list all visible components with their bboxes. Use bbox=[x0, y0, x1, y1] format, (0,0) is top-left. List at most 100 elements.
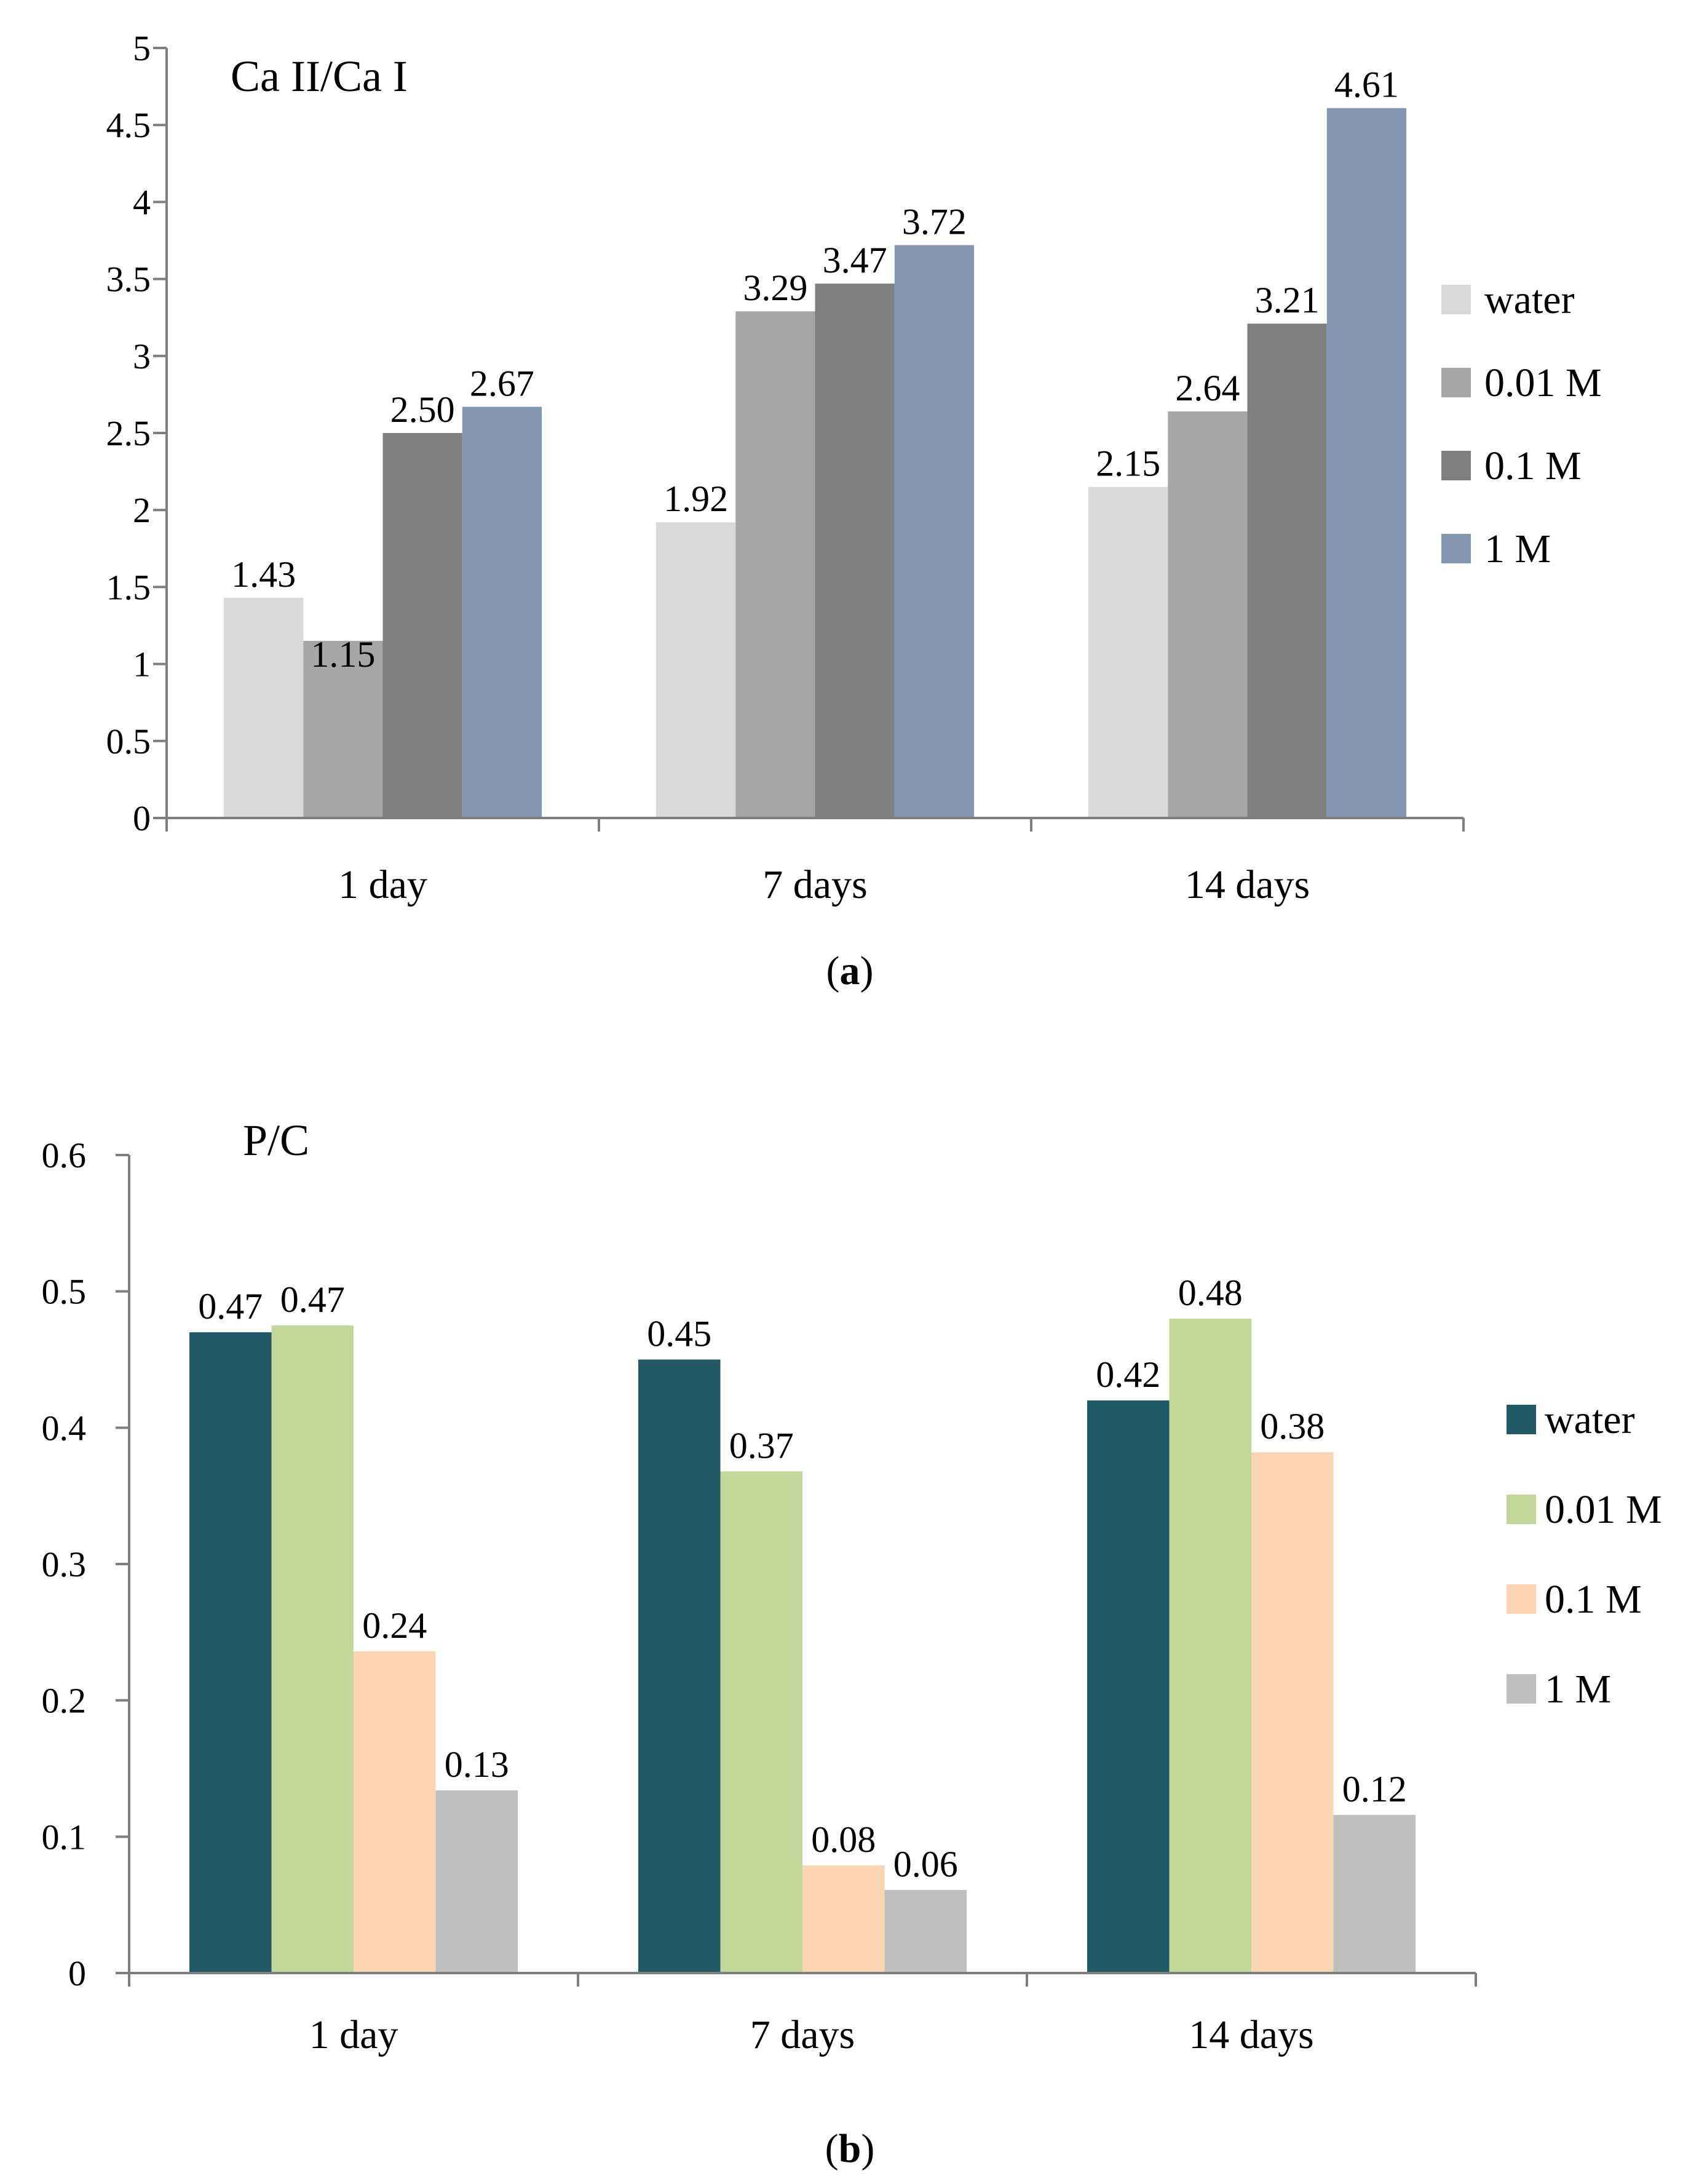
y-tick-label: 0.5 bbox=[42, 1272, 87, 1312]
legend-swatch bbox=[1441, 368, 1471, 397]
data-label: 0.08 bbox=[811, 1819, 876, 1860]
legend-label: water bbox=[1484, 277, 1575, 322]
y-tick-label: 0.6 bbox=[42, 1135, 87, 1175]
bar-1-m-14-days bbox=[1326, 108, 1407, 819]
data-label: 0.47 bbox=[198, 1286, 263, 1327]
y-tick-label: 5 bbox=[133, 28, 151, 68]
caption-letter: a bbox=[840, 948, 860, 993]
y-tick-label: 0.4 bbox=[42, 1408, 87, 1448]
legend-swatch bbox=[1441, 534, 1471, 563]
bar-0-01-m-7-days bbox=[735, 311, 815, 818]
caption-open-paren: ( bbox=[825, 2126, 839, 2171]
bar-water-14-days bbox=[1088, 486, 1168, 818]
data-label: 0.06 bbox=[893, 1844, 958, 1884]
bars-b bbox=[189, 1319, 1416, 1973]
bar-0-1-m-7-days bbox=[802, 1865, 885, 1973]
bar-water-14-days bbox=[1087, 1400, 1170, 1973]
legend-label: 1 M bbox=[1545, 1667, 1611, 1712]
caption-open-paren: ( bbox=[826, 948, 840, 993]
bar-1-m-7-days bbox=[894, 245, 975, 818]
data-labels-a: 1.43 1.92 2.15 1.15 3.29 2.64 2.50 3.47 3.21 2.67… bbox=[231, 65, 1399, 675]
data-label: 0.42 bbox=[1096, 1354, 1160, 1395]
y-tick-label: 4.5 bbox=[106, 105, 151, 145]
x-category-label: 1 day bbox=[309, 2012, 398, 2057]
panel-caption: (b) bbox=[825, 2126, 875, 2171]
bar-1-m-14-days bbox=[1333, 1814, 1416, 1973]
legend-swatch bbox=[1507, 1495, 1536, 1524]
data-label: 0.13 bbox=[445, 1744, 509, 1785]
data-label: 1.92 bbox=[663, 478, 728, 519]
legend-label: 0.1 M bbox=[1484, 443, 1582, 488]
axes-b: 0 0.1 0.2 0.3 0.4 0.5 0.6 1 day 7 days 14 days bbox=[42, 1135, 1477, 2057]
legend-a: water 0.01 M 0.1 M 1 M bbox=[1441, 277, 1602, 571]
data-label: 2.64 bbox=[1175, 368, 1240, 408]
bar-0-1-m-14-days bbox=[1251, 1452, 1334, 1973]
y-tick-label: 0.3 bbox=[42, 1544, 87, 1584]
data-label: 2.15 bbox=[1096, 443, 1160, 484]
x-category-label: 14 days bbox=[1185, 862, 1310, 907]
bar-0-1-m-7-days bbox=[815, 284, 895, 819]
bar-water-7-days bbox=[656, 522, 736, 818]
y-tick-label: 3.5 bbox=[106, 260, 151, 300]
data-label: 0.48 bbox=[1178, 1273, 1243, 1313]
data-label: 1.43 bbox=[231, 554, 296, 595]
legend-label: 0.01 M bbox=[1484, 360, 1602, 405]
y-tick-label: 1.5 bbox=[106, 567, 151, 607]
data-label: 0.12 bbox=[1342, 1769, 1407, 1809]
bar-0-01-m-14-days bbox=[1168, 411, 1248, 818]
data-label: 0.37 bbox=[729, 1425, 794, 1466]
data-label: 3.47 bbox=[823, 240, 887, 280]
data-label: 3.72 bbox=[902, 202, 967, 242]
legend-label: 0.01 M bbox=[1545, 1487, 1662, 1532]
axes-a: 0 0.5 1 1.5 2 2.5 3 3.5 4 4.5 5 1 day 7 days 14 days bbox=[106, 28, 1465, 907]
legend-item: 0.1 M bbox=[1507, 1577, 1642, 1622]
data-label: 3.29 bbox=[743, 268, 807, 308]
bar-0-1-m-1-day bbox=[354, 1651, 436, 1973]
data-label: 4.61 bbox=[1334, 65, 1399, 105]
panel-caption: (a) bbox=[826, 948, 874, 993]
legend-item: water bbox=[1441, 277, 1575, 322]
legend-item: water bbox=[1507, 1397, 1635, 1442]
data-label: 0.38 bbox=[1260, 1406, 1325, 1447]
data-label: 2.50 bbox=[390, 389, 455, 430]
y-tick-label: 3 bbox=[133, 336, 151, 376]
data-label: 3.21 bbox=[1255, 280, 1320, 320]
caption-close-paren: ) bbox=[861, 2126, 874, 2171]
bar-1-m-1-day bbox=[435, 1790, 518, 1973]
data-labels-b: 0.47 0.45 0.42 0.47 0.37 0.48 0.24 0.08 0.38 0.13… bbox=[198, 1273, 1407, 1884]
legend-swatch bbox=[1507, 1584, 1536, 1614]
x-category-label: 1 day bbox=[338, 862, 427, 907]
chart-title: Ca II/Ca I bbox=[231, 52, 408, 101]
x-category-label: 14 days bbox=[1189, 2012, 1313, 2057]
y-tick-label: 1 bbox=[133, 645, 151, 685]
y-tick-label: 4 bbox=[133, 182, 151, 222]
bar-water-1-day bbox=[189, 1332, 272, 1973]
y-tick-label: 0.2 bbox=[42, 1681, 87, 1721]
chart-b-p-c-ratio: 0.47 0.45 0.42 0.47 0.37 0.48 0.24 0.08 0.38 0.13… bbox=[42, 1116, 1662, 2171]
bar-water-1-day bbox=[224, 597, 304, 818]
bar-0-01-m-1-day bbox=[303, 641, 383, 818]
y-tick-label: 2.5 bbox=[106, 413, 151, 453]
data-label: 0.24 bbox=[362, 1605, 427, 1646]
bar-0-01-m-1-day bbox=[271, 1325, 354, 1973]
bar-1-m-7-days bbox=[884, 1889, 967, 1973]
bar-0-1-m-14-days bbox=[1247, 324, 1327, 818]
legend-item: 0.01 M bbox=[1441, 360, 1602, 405]
y-tick-label: 0.1 bbox=[42, 1817, 87, 1857]
caption-close-paren: ) bbox=[860, 948, 874, 993]
chart-a-ca-ratio: 1.431.922.151.153.292.642.503.473.212.67… bbox=[106, 28, 1602, 993]
legend-item: 1 M bbox=[1507, 1667, 1611, 1712]
legend-b: water 0.01 M 0.1 M 1 M bbox=[1507, 1397, 1662, 1712]
legend-item: 0.01 M bbox=[1507, 1487, 1662, 1532]
y-tick-label: 2 bbox=[133, 490, 151, 530]
legend-swatch bbox=[1507, 1674, 1536, 1704]
bar-water-7-days bbox=[638, 1359, 721, 1973]
data-label: 1.15 bbox=[311, 634, 375, 675]
chart-title: P/C bbox=[243, 1116, 309, 1165]
bars-a bbox=[224, 108, 1407, 819]
y-tick-label: 0 bbox=[133, 798, 151, 838]
legend-item: 1 M bbox=[1441, 526, 1551, 571]
bar-0-01-m-7-days bbox=[720, 1471, 802, 1973]
data-label: 2.67 bbox=[470, 363, 534, 403]
legend-swatch bbox=[1441, 451, 1471, 480]
